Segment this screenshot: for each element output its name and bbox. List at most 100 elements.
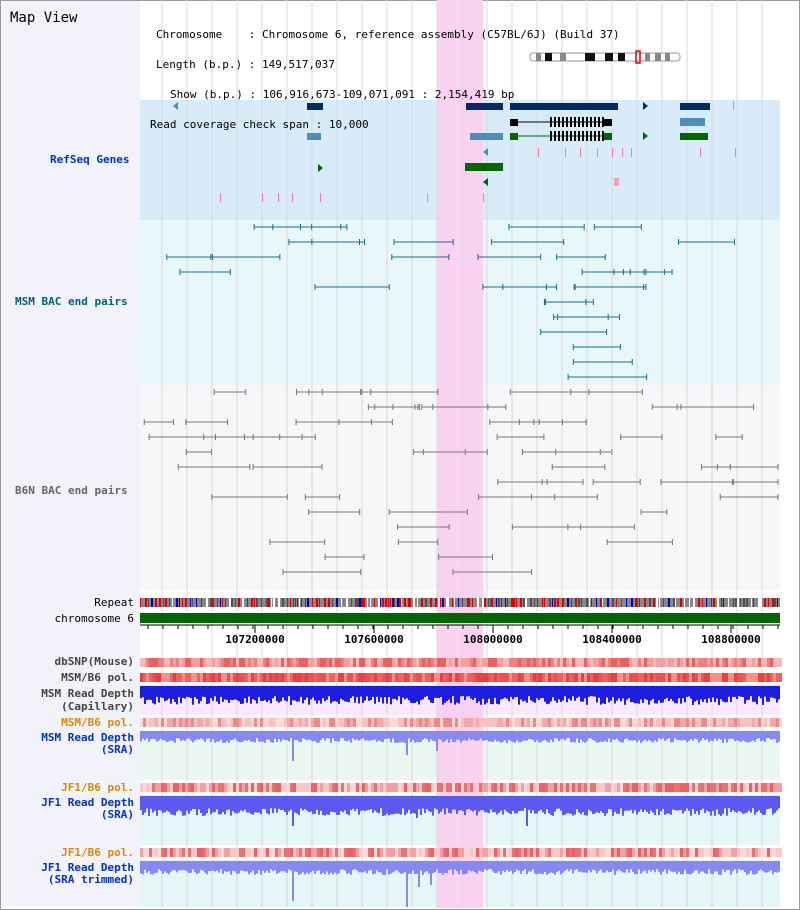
show-value: 106,916,673-109,071,091 : 2,154,419 bp xyxy=(262,88,515,101)
jf1-depth-trim-bar xyxy=(508,861,510,872)
jf1-b6-pol-2-heat-cell xyxy=(461,848,464,857)
msm-b6-pol-sra-heat-cell xyxy=(680,718,683,727)
jf1-depth-sra-bar xyxy=(242,796,244,812)
jf1-b6-pol-heat-cell xyxy=(377,783,380,792)
msm-b6-pol-heat-cell xyxy=(158,673,161,682)
msm-bac-track-label[interactable]: MSM BAC end pairs xyxy=(15,295,128,308)
msm-depth-capillary-bar xyxy=(464,686,466,701)
msm-depth-sra-bar xyxy=(360,731,362,740)
dbsnp-heat-cell xyxy=(341,658,344,667)
jf1-b6-pol-2-heat-cell xyxy=(365,848,368,857)
msm-b6-pol-sra-heat-cell xyxy=(497,718,500,727)
msm-b6-pol-sra-heat-cell xyxy=(704,718,707,727)
dbsnp-heat-cell xyxy=(275,658,278,667)
jf1-depth-trim-bar xyxy=(424,861,426,873)
msm-depth-capillary-bar xyxy=(232,686,234,701)
msm-b6-pol-heat-cell xyxy=(527,673,530,682)
jf1-depth-sra-bar xyxy=(598,796,600,814)
msm-depth-sra-bar xyxy=(310,731,312,741)
jf1-b6-pol-label[interactable]: JF1/B6 pol. xyxy=(61,781,134,794)
dbsnp-heat-cell xyxy=(503,658,506,667)
msm-depth-capillary-bar xyxy=(570,686,572,701)
jf1-b6-pol-heat-cell xyxy=(650,783,653,792)
dbsnp-heat-cell xyxy=(380,658,383,667)
msm-b6-pol-sra-label[interactable]: MSM/B6 pol. xyxy=(61,716,134,729)
msm-b6-pol-heat-cell xyxy=(569,673,572,682)
msm-depth-capillary-bar xyxy=(604,686,606,705)
msm-depth-sra-label[interactable]: MSM Read Depth xyxy=(41,731,134,744)
jf1-depth-sra-bar xyxy=(688,796,690,811)
jf1-depth-sra-bar xyxy=(324,796,326,816)
jf1-depth-trim-bar xyxy=(236,861,238,874)
refseq-track-label[interactable]: RefSeq Genes xyxy=(50,153,130,166)
msm-depth-sra-bar xyxy=(172,731,174,742)
jf1-b6-pol-2-heat-cell xyxy=(617,848,620,857)
jf1-depth-trim-bar xyxy=(708,861,710,870)
dbsnp-heat-cell xyxy=(689,658,692,667)
msm-depth-capillary-bar xyxy=(336,686,338,702)
msm-depth-capillary-label[interactable]: MSM Read Depth xyxy=(41,687,134,700)
msm-b6-pol-label[interactable]: MSM/B6 pol. xyxy=(61,671,134,684)
msm-depth-capillary-bar xyxy=(486,686,488,703)
jf1-b6-pol-heat-cell xyxy=(341,783,344,792)
msm-b6-pol-heat-cell xyxy=(392,673,395,682)
jf1-depth-sra-bar xyxy=(554,796,556,812)
msm-depth-sra-bar xyxy=(274,731,276,739)
jf1-b6-pol-2-label[interactable]: JF1/B6 pol. xyxy=(61,846,134,859)
jf1-depth-trim-bar xyxy=(250,861,252,873)
jf1-b6-pol-2-heat-cell xyxy=(647,848,650,857)
jf1-b6-pol-heat-cell xyxy=(155,783,158,792)
jf1-depth-sra-bar xyxy=(274,796,276,809)
jf1-depth-trim-bar xyxy=(274,861,276,871)
msm-depth-capillary-bar xyxy=(178,686,180,698)
jf1-b6-pol-2-heat-cell xyxy=(389,848,392,857)
jf1-b6-pol-heat-cell xyxy=(767,783,770,792)
jf1-b6-pol-2-heat-cell xyxy=(770,848,773,857)
msm-depth-sra-bar xyxy=(444,731,446,742)
msm-depth-capillary-bar xyxy=(436,686,438,698)
jf1-b6-pol-heat-cell xyxy=(167,783,170,792)
msm-depth-capillary-bar xyxy=(242,686,244,704)
dbsnp-heat-cell xyxy=(761,658,764,667)
msm-b6-pol-heat-cell xyxy=(188,673,191,682)
b6n-bac-track-label[interactable]: B6N BAC end pairs xyxy=(15,484,128,497)
jf1-depth-trimmed-label[interactable]: JF1 Read Depth xyxy=(41,861,134,874)
jf1-b6-pol-heat-cell xyxy=(254,783,257,792)
jf1-depth-sra-bar xyxy=(548,796,550,814)
refseq-gene xyxy=(307,103,323,110)
jf1-b6-pol-2-heat-cell xyxy=(323,848,326,857)
repeat-element xyxy=(413,598,415,607)
msm-depth-capillary-bar xyxy=(184,686,186,699)
msm-b6-pol-heat-cell xyxy=(755,673,758,682)
jf1-b6-pol-2-heat-cell xyxy=(482,848,485,857)
jf1-depth-trim-bar xyxy=(308,861,310,875)
jf1-depth-trim-bar xyxy=(178,861,180,871)
repeat-element xyxy=(523,598,525,607)
jf1-depth-sra-bar xyxy=(164,796,166,813)
msm-b6-pol-sra-heat-cell xyxy=(431,718,434,727)
msm-b6-pol-sra-heat-cell xyxy=(362,718,365,727)
msm-depth-sra-bar xyxy=(284,731,286,741)
jf1-b6-pol-2-heat-cell xyxy=(635,848,638,857)
jf1-depth-sra-label[interactable]: JF1 Read Depth xyxy=(41,796,134,809)
msm-b6-pol-heat-cell xyxy=(314,673,317,682)
msm-b6-pol-sra-heat-cell xyxy=(377,718,380,727)
dbsnp-heat-cell xyxy=(725,658,728,667)
dbsnp-track-label[interactable]: dbSNP(Mouse) xyxy=(54,655,134,668)
repeat-element xyxy=(689,598,690,607)
show-label: Show (b.p.) xyxy=(170,88,243,101)
jf1-depth-sra-bar xyxy=(206,796,208,814)
jf1-depth-sra-bar xyxy=(256,796,258,813)
jf1-b6-pol-heat-cell xyxy=(446,783,449,792)
jf1-b6-pol-heat-cell xyxy=(269,783,272,792)
jf1-b6-pol-heat-cell xyxy=(359,783,362,792)
jf1-depth-trim-bar xyxy=(356,861,358,871)
dbsnp-heat-cell xyxy=(281,658,284,667)
jf1-depth-trim-bar xyxy=(520,861,522,874)
msm-depth-sra-bar xyxy=(666,731,668,740)
dbsnp-heat-cell xyxy=(728,658,731,667)
jf1-depth-trim-bar xyxy=(622,861,624,873)
jf1-b6-pol-heat-cell xyxy=(536,783,539,792)
msm-depth-sra-bar xyxy=(174,731,176,743)
